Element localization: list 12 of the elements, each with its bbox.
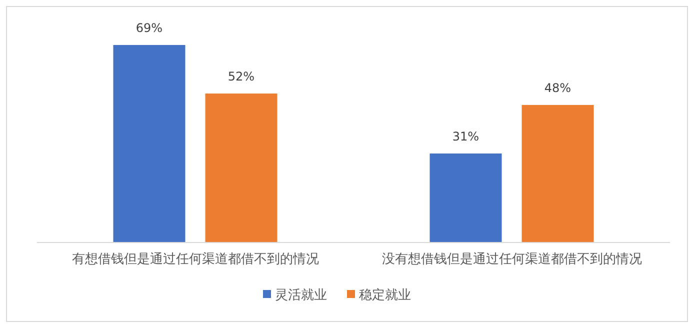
legend-label: 灵活就业 bbox=[275, 288, 327, 303]
x-tick-label: 没有想借钱但是通过任何渠道都借不到的情况 bbox=[382, 252, 642, 267]
data-label: 52% bbox=[228, 70, 255, 84]
bar bbox=[522, 104, 594, 242]
bar bbox=[205, 94, 278, 242]
data-label: 48% bbox=[544, 80, 572, 95]
legend-label: 稳定就业 bbox=[359, 288, 411, 303]
data-label: 69% bbox=[136, 21, 163, 35]
bar bbox=[430, 153, 502, 242]
x-tick-label: 有想借钱但是通过任何渠道都借不到的情况 bbox=[72, 252, 319, 267]
data-label: 31% bbox=[452, 129, 480, 144]
bar bbox=[113, 45, 186, 242]
